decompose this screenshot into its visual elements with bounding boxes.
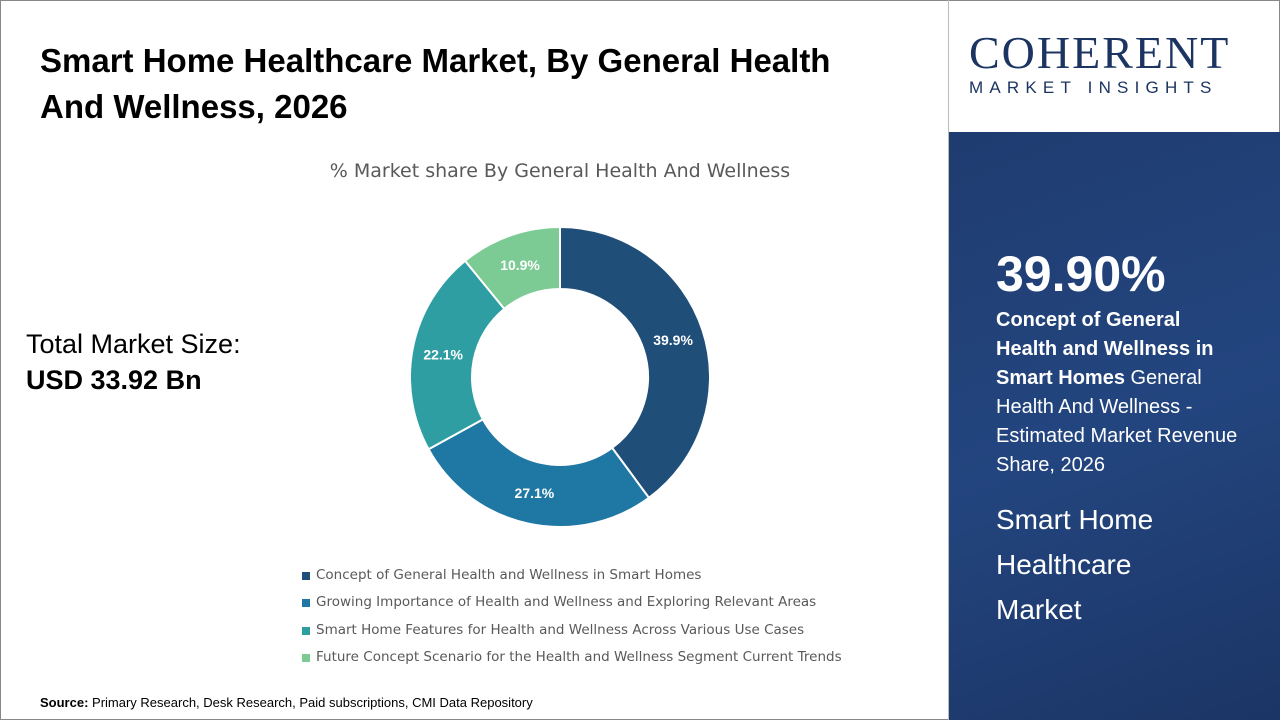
source-label: Source:	[40, 695, 89, 710]
source-note: Source: Primary Research, Desk Research,…	[40, 695, 533, 710]
donut-chart: 39.9% 27.1% 22.1% 10.9%	[409, 225, 711, 528]
donut-slice	[427, 418, 651, 528]
donut-slice	[559, 225, 711, 500]
legend-item: Concept of General Health and Wellness i…	[302, 567, 842, 594]
legend-label: Future Concept Scenario for the Health a…	[316, 648, 842, 665]
chart-legend: Concept of General Health and Wellness i…	[302, 567, 842, 676]
legend-label: Concept of General Health and Wellness i…	[316, 567, 702, 583]
legend-item: Growing Importance of Health and Wellnes…	[302, 594, 842, 621]
divider	[948, 0, 949, 720]
company-logo: COHERENT MARKET INSIGHTS	[969, 30, 1269, 98]
donut-slice	[409, 259, 506, 451]
total-label: Total Market Size:	[26, 329, 241, 359]
highlight-caption: General Health And Wellness - Estimated …	[996, 367, 1238, 476]
market-name: Smart Home Healthcare Market	[996, 504, 1154, 625]
legend-item: Future Concept Scenario for the Health a…	[302, 649, 842, 676]
highlight-segment: Concept of General Health and Wellness i…	[996, 309, 1214, 389]
legend-swatch	[302, 599, 310, 608]
highlight-description: Concept of General Health and Wellness i…	[996, 306, 1246, 480]
chart-title: % Market share By General Health And Wel…	[329, 160, 791, 182]
legend-swatch	[302, 572, 310, 580]
total-market-size: Total Market Size: USD 33.92 Bn	[26, 326, 241, 398]
highlight-panel	[949, 132, 1280, 720]
legend-label: Smart Home Features for Health and Welln…	[316, 621, 805, 638]
highlight-percent: 39.90%	[996, 246, 1166, 302]
legend-item: Smart Home Features for Health and Welln…	[302, 622, 842, 649]
data-label: 22.1%	[423, 346, 463, 362]
legend-swatch	[302, 653, 310, 662]
logo-subtext: MARKET INSIGHTS	[969, 78, 1218, 97]
data-label: 27.1%	[515, 485, 555, 501]
logo-text: COHERENT	[969, 27, 1231, 78]
legend-swatch	[302, 626, 310, 635]
source-text: Primary Research, Desk Research, Paid su…	[92, 695, 533, 710]
data-label: 39.9%	[653, 332, 693, 348]
legend-label: Growing Importance of Health and Wellnes…	[316, 594, 817, 611]
donut-slice	[463, 225, 561, 311]
page-title: Smart Home Healthcare Market, By General…	[40, 42, 831, 125]
total-value: USD 33.92 Bn	[26, 365, 202, 395]
data-label: 10.9%	[500, 257, 540, 273]
